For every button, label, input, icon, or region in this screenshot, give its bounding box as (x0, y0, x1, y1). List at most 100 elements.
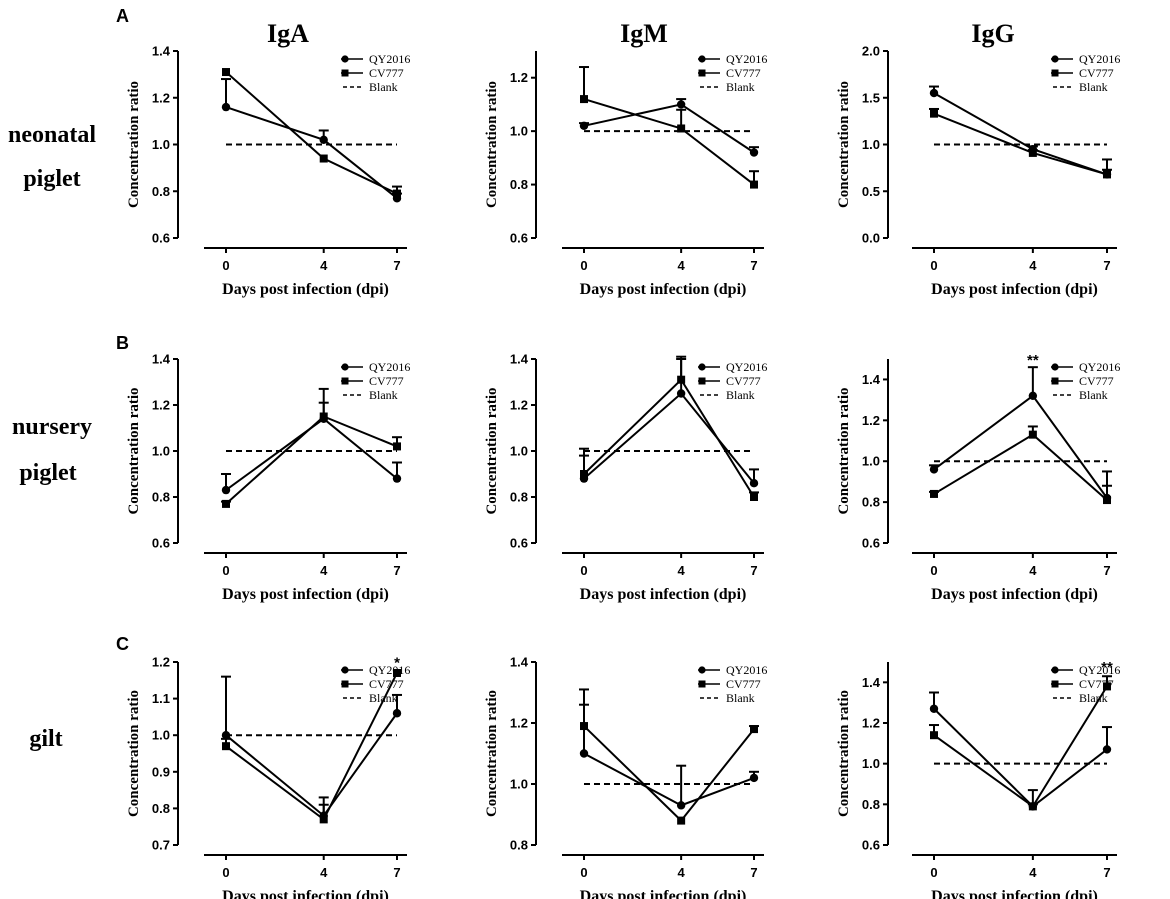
series-line (933, 394, 1108, 499)
y-tick-label: 1.5 (862, 90, 880, 105)
y-tick-label: 1.4 (152, 44, 171, 59)
x-tick-label: 0 (930, 258, 937, 273)
x-tick-label: 0 (580, 563, 587, 578)
series-line (583, 98, 755, 186)
legend-label: QY2016 (726, 360, 767, 374)
data-point-square (222, 68, 230, 77)
data-point-square (1028, 802, 1037, 811)
x-axis-title: Days post infection (dpi) (931, 888, 1098, 899)
y-tick-label: 1.2 (152, 655, 170, 670)
y-tick-label: 0.8 (862, 797, 880, 812)
data-point-circle (749, 479, 759, 488)
series-cv777 (221, 401, 402, 508)
data-point-square (393, 189, 401, 198)
y-tick-label: 1.2 (510, 716, 528, 731)
significance-annotation: * (394, 654, 400, 671)
legend-marker-square (698, 680, 706, 688)
x-tick-label: 7 (393, 258, 400, 273)
y-axis-title: Concentration ratio (484, 690, 500, 817)
series-line (933, 433, 1108, 501)
legend-marker-circle (698, 666, 706, 674)
x-tick-label: 7 (750, 563, 757, 578)
series-qy2016 (579, 98, 759, 157)
x-tick-label: 0 (222, 563, 229, 578)
data-point-square (677, 816, 686, 825)
y-axis-title: Concentration ratio (484, 81, 500, 208)
y-tick-label: 0.8 (510, 177, 528, 192)
data-point-square (393, 668, 401, 677)
y-tick-label: 1.0 (510, 124, 528, 139)
legend-label: CV777 (369, 66, 404, 80)
y-tick-label: 0.0 (862, 231, 880, 246)
y-tick-label: 1.4 (862, 675, 881, 690)
legend-label: CV777 (1079, 677, 1114, 691)
data-point-square (1103, 682, 1111, 691)
y-tick-label: 1.4 (862, 372, 881, 387)
y-axis-title: Concentration ratio (126, 81, 142, 208)
x-tick-label: 4 (678, 563, 686, 578)
y-tick-label: 1.4 (510, 655, 529, 670)
y-axis-title: Concentration ratio (126, 690, 142, 817)
series-cv777 (221, 668, 401, 824)
data-point-square (930, 731, 938, 740)
x-axis-title: Days post infection (dpi) (222, 586, 389, 603)
y-tick-label: 1.2 (152, 90, 170, 105)
data-point-circle (579, 121, 589, 130)
y-tick-label: 1.0 (862, 454, 880, 469)
y-axis-title: Concentration ratio (836, 690, 852, 817)
legend-label: Blank (1079, 388, 1108, 402)
x-tick-label: 7 (393, 563, 400, 578)
y-axis-title: Concentration ratio (126, 387, 142, 514)
legend-label: QY2016 (1079, 52, 1120, 66)
column-title-iga: IgA (267, 19, 309, 48)
x-tick-label: 4 (320, 258, 328, 273)
x-tick-label: 4 (678, 865, 686, 880)
x-axis-title: Days post infection (dpi) (580, 586, 747, 603)
legend-marker-square (341, 69, 349, 77)
legend-marker-circle (341, 666, 349, 674)
legend-label: Blank (1079, 691, 1108, 705)
x-tick-label: 4 (1029, 865, 1037, 880)
y-tick-label: 1.2 (510, 70, 528, 85)
data-point-square (222, 499, 230, 508)
legend-marker-circle (1051, 363, 1059, 371)
series-line (225, 106, 398, 200)
row-label-neonatal-line2: piglet (23, 166, 80, 192)
chart-panel: 0.6 0.8 1.0 1.2 1.4 0 4 7 Days post infection (d… (836, 352, 1120, 603)
data-point-square (1028, 148, 1037, 157)
data-point-circle (392, 709, 402, 718)
legend-label: CV777 (726, 374, 761, 388)
row-label-gilt: gilt (29, 726, 62, 752)
legend-label: QY2016 (726, 663, 767, 677)
series-line (225, 415, 398, 505)
y-tick-label: 0.8 (152, 490, 170, 505)
panel-letter-b: B (116, 333, 129, 353)
legend-label: QY2016 (369, 360, 410, 374)
data-point-circle (929, 88, 939, 98)
legend-label: Blank (726, 691, 755, 705)
data-point-square (677, 124, 686, 133)
x-tick-label: 7 (393, 865, 400, 880)
y-tick-label: 0.6 (862, 838, 880, 853)
data-point-square (580, 722, 588, 731)
y-tick-label: 2.0 (862, 44, 880, 59)
data-point-square (1103, 170, 1111, 179)
y-tick-label: 0.7 (152, 838, 170, 853)
legend-label: CV777 (726, 66, 761, 80)
significance-annotation: ** (1101, 659, 1113, 676)
row-label-nursery-line1: nursery (12, 414, 92, 440)
data-point-square (677, 375, 686, 384)
data-point-square (750, 180, 758, 189)
y-tick-label: 0.6 (152, 231, 170, 246)
legend-marker-circle (1051, 666, 1059, 674)
y-tick-label: 0.8 (152, 801, 170, 816)
y-tick-label: 1.2 (152, 398, 170, 413)
series-line (225, 417, 398, 491)
series-line (933, 92, 1108, 176)
data-point-circle (929, 465, 939, 474)
legend-label: Blank (1079, 80, 1108, 94)
